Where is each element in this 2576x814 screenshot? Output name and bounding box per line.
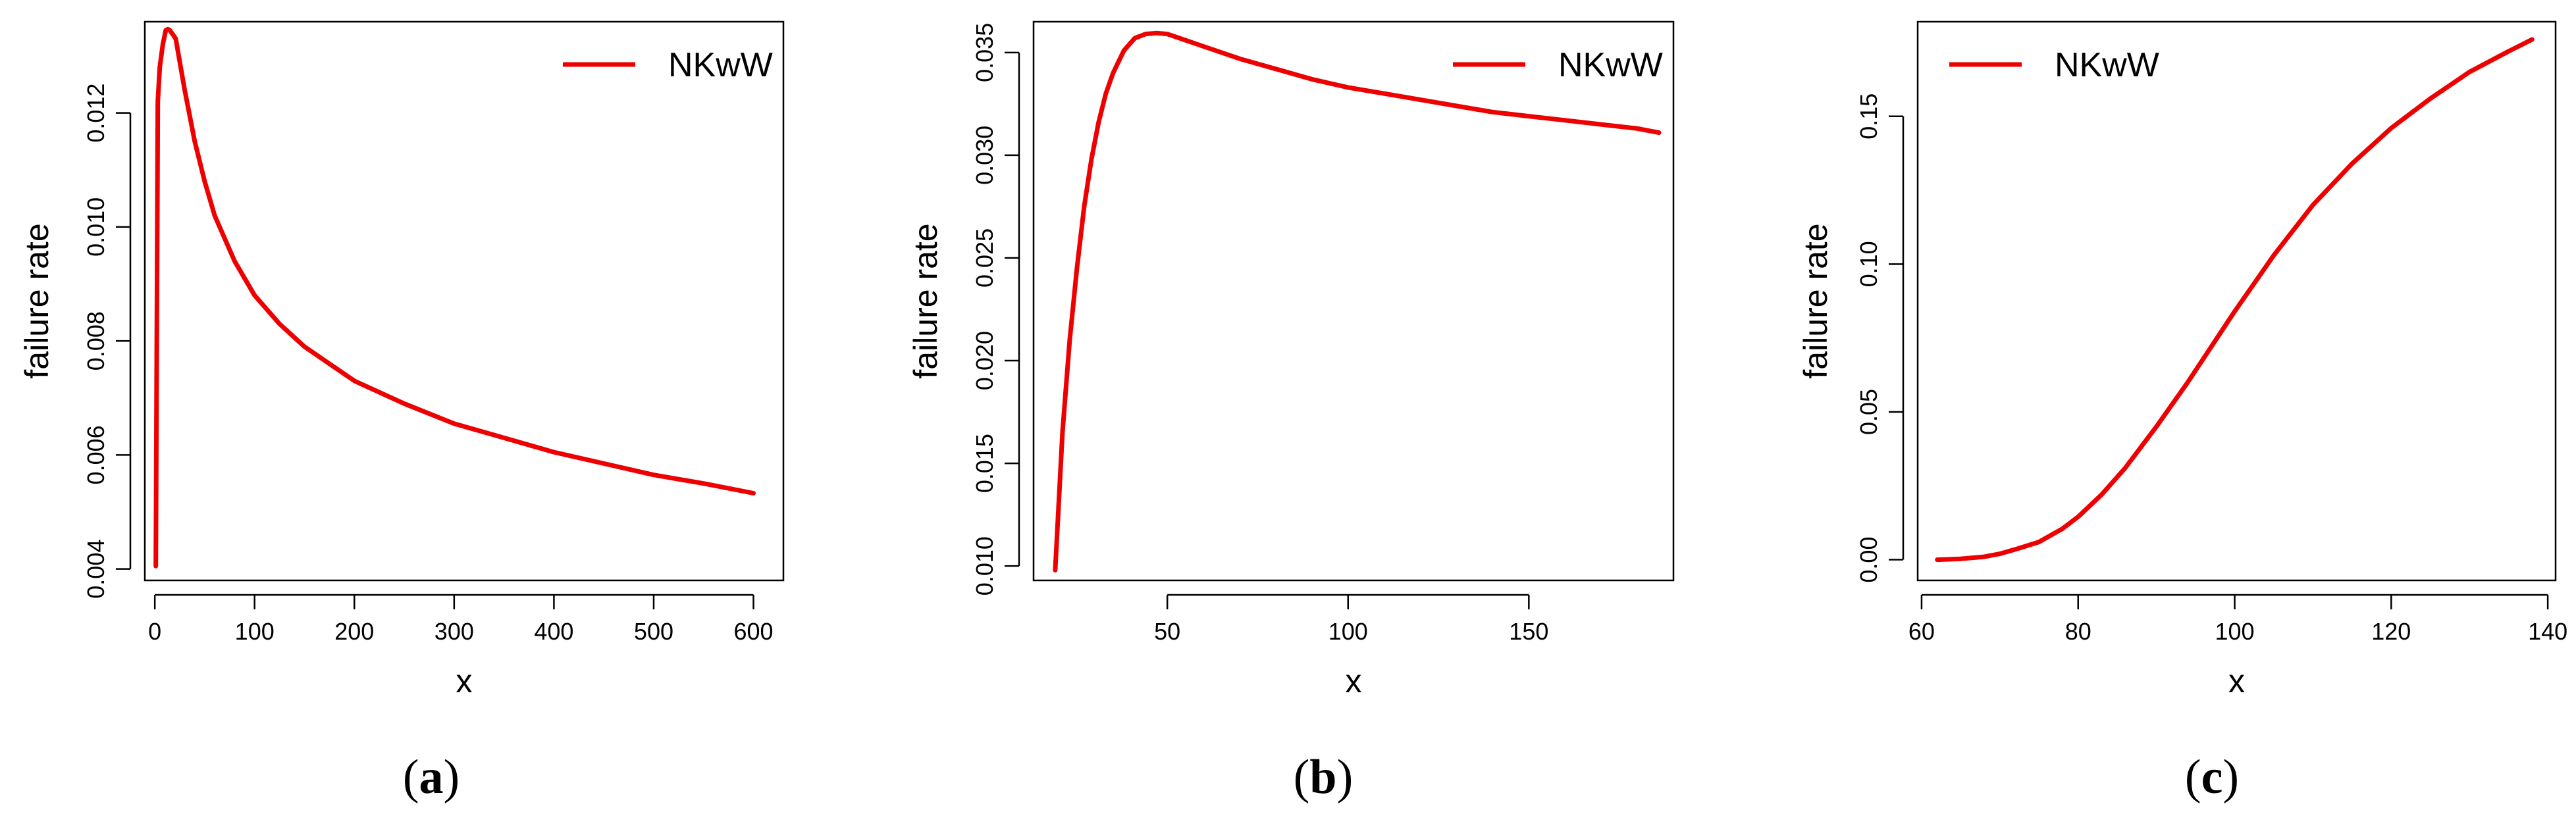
y-axis-title: failure rate [907, 223, 944, 378]
x-tick-label: 100 [2215, 618, 2254, 645]
x-tick-label: 300 [434, 618, 474, 645]
x-tick-label: 140 [2528, 618, 2567, 645]
x-axis-title: x [1346, 663, 1362, 700]
plot-frame [1916, 20, 2557, 582]
x-axis-title: x [456, 663, 473, 700]
series-line-nkww [1935, 37, 2535, 563]
y-axis-title: failure rate [1797, 223, 1834, 378]
y-tick-label: 0.012 [82, 84, 109, 143]
y-tick-label: 0.15 [1855, 93, 1882, 140]
y-tick-label: 0.010 [82, 197, 109, 257]
y-tick-label: 0.008 [82, 311, 109, 370]
y-tick-label: 0.00 [1855, 537, 1882, 583]
x-tick-label: 60 [1908, 618, 1935, 645]
x-tick-label: 100 [1328, 618, 1368, 645]
y-tick-label: 0.10 [1855, 241, 1882, 287]
x-tick-label: 50 [1154, 618, 1180, 645]
legend: NKwW [1949, 46, 2159, 84]
y-tick-label: 0.035 [971, 23, 998, 82]
legend: NKwW [1453, 46, 1663, 84]
y-tick-label: 0.030 [971, 126, 998, 185]
x-tick-label: 150 [1509, 618, 1548, 645]
panel-caption: (a) [403, 750, 460, 804]
chart-panel-b: 50 100 150 0.010 0.015 0.020 0.025 0.030 0.035 x f… [907, 20, 1675, 804]
x-tick-label: 0 [148, 618, 161, 645]
x-tick-label: 600 [733, 618, 773, 645]
series-line-nkww [1053, 30, 1662, 572]
x-axis-title: x [2228, 663, 2245, 700]
y-tick-label: 0.010 [971, 536, 998, 596]
x-tick-label: 80 [2065, 618, 2091, 645]
x-tick-label: 120 [2371, 618, 2411, 645]
y-axis-title: failure rate [18, 223, 55, 378]
x-tick-label: 200 [334, 618, 374, 645]
x-tick-label: 500 [634, 618, 673, 645]
y-tick-label: 0.025 [971, 228, 998, 288]
x-tick-label: 400 [534, 618, 573, 645]
series-line-nkww [153, 26, 756, 569]
legend-label: NKwW [2055, 46, 2159, 84]
x-tick-label: 100 [235, 618, 275, 645]
legend-label: NKwW [668, 46, 773, 84]
y-tick-label: 0.020 [971, 331, 998, 390]
legend: NKwW [563, 46, 773, 84]
y-tick-label: 0.05 [1855, 389, 1882, 435]
y-tick-label: 0.004 [82, 540, 109, 599]
legend-label: NKwW [1558, 46, 1663, 84]
plot-frame [144, 20, 785, 582]
y-tick-label: 0.006 [82, 425, 109, 484]
chart-panel-a: 0 100 200 300 400 500 600 0.004 0.006 0.008 0.010 0… [18, 20, 785, 804]
plot-frame [1032, 20, 1675, 582]
y-tick-label: 0.015 [971, 434, 998, 493]
chart-panel-c: 60 80 100 120 140 0.00 0.05 0.10 0.15 x failure ra… [1797, 20, 2567, 804]
panel-caption: (c) [2185, 750, 2239, 804]
panel-caption: (b) [1294, 750, 1353, 804]
